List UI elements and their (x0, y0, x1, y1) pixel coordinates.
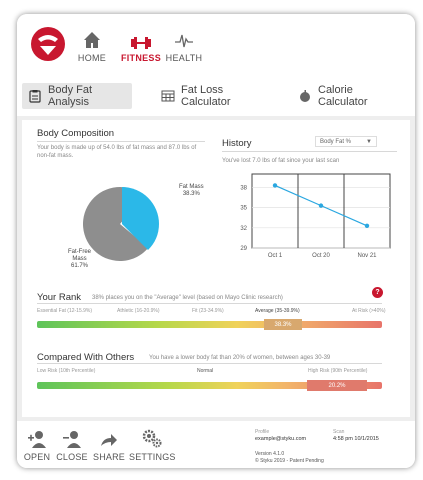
divider (37, 363, 382, 364)
x-tick-label: Oct 20 (312, 253, 330, 259)
x-tick-label: Nov 21 (357, 253, 377, 259)
composition-title: Body Composition (37, 128, 115, 139)
history-title: History (222, 138, 252, 149)
nav-home[interactable]: HOME (75, 26, 109, 63)
nav-home-label: HOME (77, 53, 107, 63)
apple-icon (298, 89, 312, 103)
composition-pie-chart (83, 187, 159, 261)
tab-calorie-calculator-label: Calorie Calculator (318, 84, 368, 108)
rank-label-average: Average (35-39.9%) (255, 308, 300, 314)
bottom-toolbar: OPEN CLOSE SHARE SETTINGS Profile exampl… (17, 421, 415, 468)
compare-subtitle: You have a lower body fat than 20% of wo… (149, 355, 331, 361)
rank-scale-bar (37, 321, 382, 328)
app-window: HOME FITNESS HEALTH Body Fat Analysis (17, 14, 415, 468)
composition-subtitle: Your body is made up of 54.0 lbs of fat … (37, 145, 197, 159)
rank-label-essential: Essential Fat (12-15.9%) (37, 308, 93, 314)
nav-fitness-label: FITNESS (120, 53, 162, 63)
fat-free-label-1: Fat-Free (68, 249, 92, 255)
analysis-panel: Body Composition Your body is made up of… (22, 120, 410, 417)
data-point (318, 203, 324, 208)
clipboard-icon (28, 89, 42, 103)
close-user-icon (56, 426, 88, 448)
compare-scale-bar (37, 382, 382, 389)
version-info: Version 4.1.0 © Styku 2019 - Patent Pend… (255, 451, 324, 465)
tab-fat-loss-calculator[interactable]: Fat Loss Calculator (155, 83, 275, 109)
compare-label-low: Low Risk (10th Percentile) (37, 368, 96, 374)
styku-logo (31, 27, 65, 61)
nav-health[interactable]: HEALTH (164, 26, 204, 63)
fat-free-label-group: Fat-Free Mass 61.7% (68, 249, 91, 270)
help-icon[interactable]: ? (372, 287, 383, 298)
dumbbell-icon (119, 26, 163, 50)
gears-icon (129, 426, 175, 448)
tab-body-fat-analysis-label: Body Fat Analysis (48, 84, 93, 108)
share-button[interactable]: SHARE (93, 426, 125, 462)
data-point (272, 183, 278, 188)
open-button[interactable]: OPEN (22, 426, 52, 462)
history-line-chart: 29 32 35 38 Oct 1 Oct 20 Nov 21 (240, 173, 391, 259)
rank-title: Your Rank (37, 292, 82, 303)
profile-value: example@styku.com (255, 436, 307, 442)
scan-value: 4:58 pm 10/1/2015 (333, 436, 379, 442)
divider (37, 303, 382, 304)
data-point (364, 223, 370, 228)
analysis-tabs: Body Fat Analysis Fat Loss Calculator Ca… (17, 78, 415, 114)
chevron-down-icon: ▼ (366, 138, 372, 145)
fat-mass-slice (122, 187, 159, 250)
open-label: OPEN (23, 452, 51, 462)
y-tick-label: 38 (240, 185, 247, 191)
y-tick-label: 29 (240, 246, 247, 252)
history-chart: 29 32 35 38 Oct 1 Oct 20 Nov 21 (222, 168, 405, 268)
fat-free-percent: 61.7% (71, 263, 89, 269)
scan-key: Scan (333, 429, 345, 435)
fat-free-label-2: Mass (72, 256, 87, 262)
calculator-icon (161, 89, 175, 103)
share-label: SHARE (93, 452, 126, 462)
close-button[interactable]: CLOSE (56, 426, 88, 462)
y-tick-label: 32 (240, 226, 247, 232)
history-subtitle: You've lost 7.0 lbs of fat since your la… (222, 158, 340, 164)
settings-button[interactable]: SETTINGS (129, 426, 175, 462)
fat-mass-label-group: Fat Mass 38.3% (179, 184, 204, 198)
fat-mass-percent: 38.3% (182, 191, 200, 197)
divider (37, 141, 205, 142)
rank-label-fit: Fit (23-34.9%) (192, 308, 224, 314)
rank-label-at-risk: At Risk (>40%) (352, 308, 386, 314)
plot-frame (251, 173, 391, 249)
rank-marker: 38.3% (264, 319, 302, 330)
scan-info: Scan 4:58 pm 10/1/2015 (333, 429, 379, 443)
version-text: Version 4.1.0 (255, 451, 285, 457)
home-icon (75, 26, 109, 50)
compare-title: Compared With Others (37, 352, 135, 363)
top-nav: HOME FITNESS HEALTH (17, 14, 415, 76)
content-area: Body Composition Your body is made up of… (17, 116, 415, 421)
y-tick-label: 35 (240, 206, 247, 212)
x-tick-label: Oct 1 (268, 253, 283, 259)
rank-subtitle: 38% places you on the "Average" level (b… (92, 295, 283, 301)
tab-fat-loss-calculator-label: Fat Loss Calculator (181, 84, 231, 108)
compare-label-high: High Risk (90th Percentile) (308, 368, 368, 374)
copyright-text: © Styku 2019 - Patent Pending (255, 458, 324, 464)
close-label: CLOSE (56, 452, 88, 462)
metric-dropdown-value: Body Fat % (320, 138, 352, 145)
compare-marker: 20.2% (307, 380, 367, 391)
nav-fitness[interactable]: FITNESS (119, 26, 163, 63)
share-icon (93, 426, 125, 448)
divider (222, 151, 397, 152)
settings-label: SETTINGS (129, 452, 176, 462)
profile-info: Profile example@styku.com (255, 429, 306, 443)
nav-health-label: HEALTH (165, 53, 203, 63)
fat-mass-label: Fat Mass (179, 184, 204, 190)
rank-label-athletic: Athletic (16-20.9%) (117, 308, 160, 314)
tab-body-fat-analysis[interactable]: Body Fat Analysis (22, 83, 132, 109)
tab-calorie-calculator[interactable]: Calorie Calculator (292, 83, 410, 109)
open-user-icon (22, 426, 52, 448)
profile-key: Profile (255, 429, 270, 435)
heartbeat-icon (164, 26, 204, 50)
compare-label-normal: Normal (197, 368, 214, 374)
metric-dropdown[interactable]: Body Fat % ▼ (315, 136, 377, 147)
